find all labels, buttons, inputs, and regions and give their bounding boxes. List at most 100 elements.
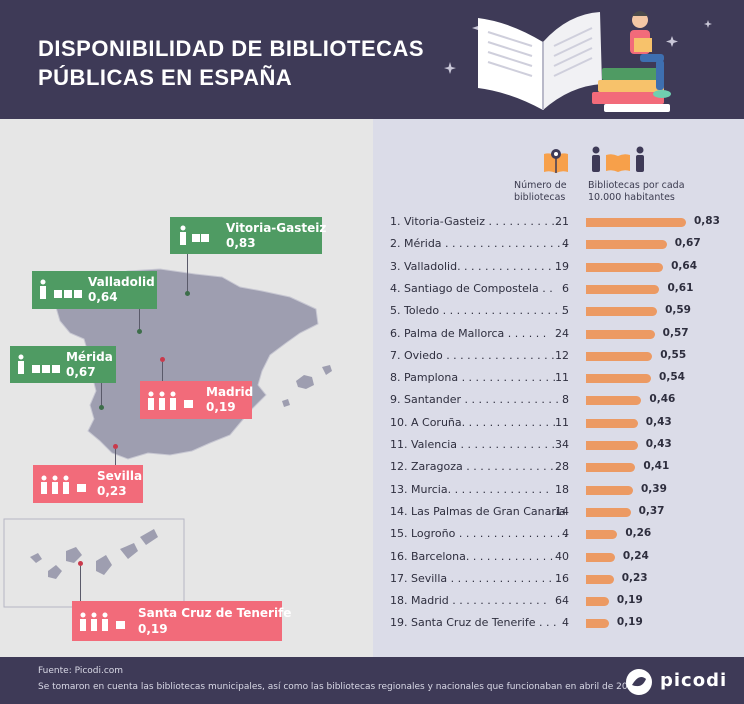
picodi-logo: picodi bbox=[624, 665, 734, 697]
row-label: 15. Logroño . . . . . . . . . . . . . . … bbox=[390, 527, 568, 541]
bar-value-label: 0,37 bbox=[638, 504, 665, 517]
city-rate: 0,83 bbox=[226, 236, 256, 250]
bar-value-label: 0,59 bbox=[665, 304, 691, 317]
rate-column-header: Bibliotecas por cada 10.000 habitantes bbox=[588, 180, 685, 204]
bar bbox=[586, 597, 609, 607]
city-name: Valladolid bbox=[88, 275, 155, 289]
map-marker-madrid bbox=[160, 357, 165, 362]
bar bbox=[586, 507, 631, 517]
bar bbox=[586, 307, 658, 317]
map-label-valladolid: Valladolid 0,64 bbox=[32, 271, 157, 309]
bar bbox=[586, 418, 638, 428]
library-count: 4 bbox=[562, 527, 569, 541]
row-label: 19. Santa Cruz de Tenerife . . . bbox=[390, 616, 557, 630]
city-rate: 0,64 bbox=[88, 290, 118, 304]
count-header-line-2: bibliotecas bbox=[514, 192, 566, 203]
map-label-sevilla: Sevilla 0,23 bbox=[33, 465, 143, 503]
map-panel: Vitoria-Gasteiz 0,83 Valladolid 0,64 Mér… bbox=[0, 119, 373, 657]
connector-line bbox=[115, 449, 116, 465]
bar-value-label: 0,83 bbox=[694, 215, 720, 227]
picodi-logo-icon bbox=[626, 669, 652, 695]
people-books-icon bbox=[40, 279, 82, 299]
people-book-icon bbox=[148, 391, 193, 410]
map-marker-valladolid bbox=[137, 329, 142, 334]
city-rate: 0,19 bbox=[138, 622, 168, 636]
map-label-vitoria-gasteiz: Vitoria-Gasteiz 0,83 bbox=[170, 217, 326, 254]
bar bbox=[586, 351, 653, 361]
map-label-merida: Mérida 0,67 bbox=[10, 346, 116, 383]
library-count: 11 bbox=[555, 415, 569, 429]
library-count: 5 bbox=[562, 304, 569, 318]
bar-value-label: 0,67 bbox=[674, 237, 701, 250]
people-book-icon bbox=[80, 612, 125, 631]
title-line-1: DISPONIBILIDAD DE BIBLIOTECAS bbox=[38, 36, 425, 61]
header: DISPONIBILIDAD DE BIBLIOTECAS PÚBLICAS E… bbox=[0, 0, 744, 119]
count-column-header: Número de bibliotecas bbox=[514, 180, 567, 204]
library-count: 19 bbox=[555, 259, 569, 273]
map-marker-vitoria bbox=[185, 291, 190, 296]
row-label: 17. Sevilla . . . . . . . . . . . . . . … bbox=[390, 571, 560, 585]
row-label: 14. Las Palmas de Gran Canaria bbox=[390, 504, 566, 518]
bar bbox=[586, 485, 633, 495]
city-name: Mérida bbox=[66, 350, 113, 364]
library-count: 6 bbox=[562, 281, 569, 295]
bar bbox=[586, 218, 686, 227]
library-count: 40 bbox=[555, 549, 569, 563]
library-count: 64 bbox=[555, 594, 569, 608]
bar-value-label: 0,19 bbox=[616, 616, 643, 629]
people-books-icon bbox=[180, 225, 209, 245]
row-label: 3. Valladolid. . . . . . . . . . . . . .… bbox=[390, 259, 559, 273]
count-header-line-1: Número de bbox=[514, 180, 567, 191]
row-label: 10. A Coruña. . . . . . . . . . . . . . bbox=[390, 415, 557, 429]
bar bbox=[586, 619, 609, 629]
connector-line bbox=[187, 254, 188, 294]
row-label: 4. Santiago de Compostela . . bbox=[390, 281, 553, 295]
library-count: 21 bbox=[555, 215, 569, 228]
map-marker-sevilla bbox=[113, 444, 118, 449]
bar-value-label: 0,39 bbox=[640, 482, 667, 495]
connector-line bbox=[80, 566, 81, 601]
bar bbox=[586, 284, 660, 294]
bar bbox=[586, 552, 615, 562]
row-label: 7. Oviedo . . . . . . . . . . . . . . . … bbox=[390, 348, 555, 362]
connector-line bbox=[139, 309, 140, 331]
logo-text: picodi bbox=[660, 670, 728, 691]
book-location-icon bbox=[544, 149, 568, 173]
city-rate: 0,23 bbox=[97, 484, 127, 498]
city-rate: 0,19 bbox=[206, 400, 236, 414]
row-label: 9. Santander . . . . . . . . . . . . . .… bbox=[390, 393, 566, 407]
library-count: 12 bbox=[555, 348, 569, 362]
row-label: 16. Barcelona. . . . . . . . . . . . . bbox=[390, 549, 554, 563]
city-rate: 0,67 bbox=[66, 365, 96, 379]
connector-line bbox=[162, 362, 163, 381]
bar bbox=[586, 530, 618, 540]
bar-value-label: 0,57 bbox=[662, 326, 689, 339]
bar-value-label: 0,26 bbox=[625, 527, 652, 540]
people-book-icon bbox=[41, 475, 86, 494]
bar-value-label: 0,61 bbox=[667, 281, 694, 294]
map-label-santa-cruz-de-tenerife: Santa Cruz de Tenerife 0,19 bbox=[72, 601, 291, 641]
library-count: 24 bbox=[555, 326, 569, 340]
bar bbox=[586, 574, 614, 584]
row-label: 6. Palma de Mallorca . . . . . . bbox=[390, 326, 547, 340]
library-count: 34 bbox=[555, 438, 569, 451]
ranking-panel bbox=[373, 119, 744, 657]
row-label: 8. Pamplona . . . . . . . . . . . . . . bbox=[390, 371, 556, 385]
bar-value-label: 0,23 bbox=[621, 571, 648, 584]
map-marker-santa-cruz bbox=[78, 561, 83, 566]
bar bbox=[586, 240, 667, 250]
library-count: 4 bbox=[562, 237, 569, 251]
row-label: 5. Toledo . . . . . . . . . . . . . . . … bbox=[390, 304, 565, 318]
bar bbox=[586, 374, 652, 384]
title-line-2: PÚBLICAS EN ESPAÑA bbox=[38, 65, 293, 90]
map-marker-merida bbox=[99, 405, 104, 410]
row-label: 18. Madrid . . . . . . . . . . . . . . bbox=[390, 594, 547, 608]
bar bbox=[586, 396, 642, 406]
people-book-icon bbox=[592, 146, 644, 172]
city-name: Santa Cruz de Tenerife bbox=[138, 606, 292, 620]
row-label: 12. Zaragoza . . . . . . . . . . . . . . bbox=[390, 460, 561, 474]
bar-value-label: 0,19 bbox=[616, 594, 643, 607]
bar bbox=[586, 463, 636, 473]
bar-value-label: 0,43 bbox=[645, 438, 672, 450]
bar bbox=[586, 329, 655, 339]
